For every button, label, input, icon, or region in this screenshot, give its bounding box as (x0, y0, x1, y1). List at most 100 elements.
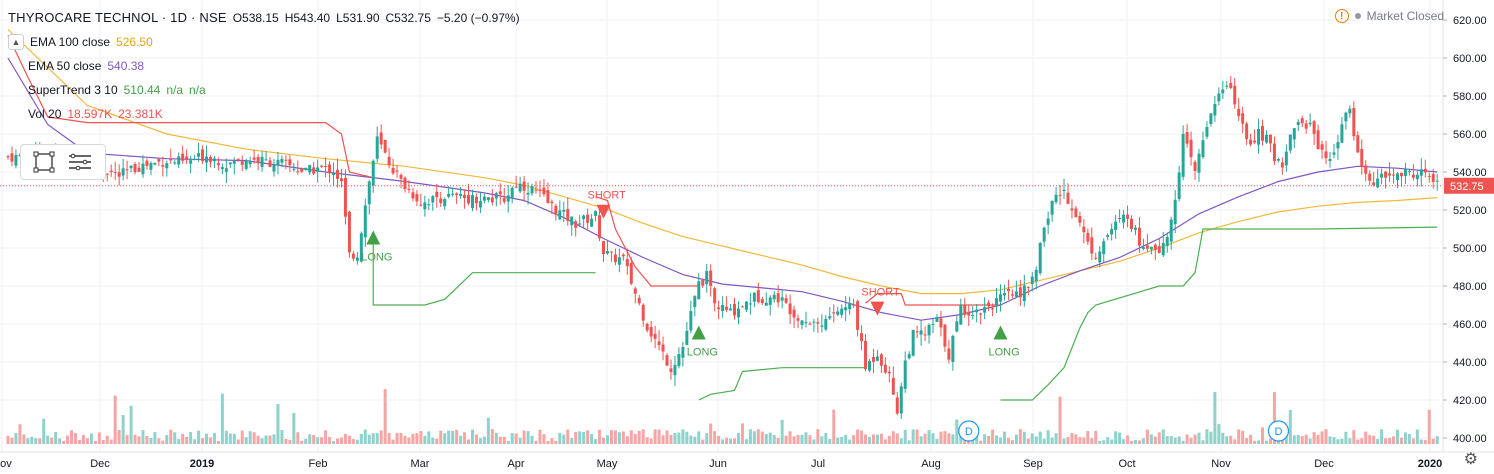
candle-body (1157, 246, 1161, 254)
volume-bar (1058, 396, 1062, 444)
volume-bar (26, 438, 30, 444)
candle-body (1392, 174, 1396, 176)
candle-body (852, 304, 856, 306)
volume-bar (411, 433, 415, 444)
dividend-marker-label: D (965, 426, 973, 438)
volume-bar (300, 440, 304, 444)
volume-bar (1249, 434, 1253, 444)
supertrend-lines (7, 34, 1438, 401)
volume-bar (1189, 437, 1193, 444)
candle-body (1213, 103, 1217, 116)
volume-bar (455, 429, 459, 444)
candle-body (197, 153, 201, 157)
candle-body (1368, 173, 1372, 181)
y-tick-label: 540.00 (1453, 167, 1487, 179)
candle-body (832, 312, 836, 314)
x-tick-label: Dec (1314, 458, 1334, 470)
volume-bar (1300, 436, 1304, 444)
candle-body (1149, 246, 1153, 250)
candle-body (1010, 294, 1014, 296)
candle-body (332, 172, 336, 176)
volume-bar (1185, 434, 1189, 444)
volume-bar (1360, 438, 1364, 444)
market-status-text: Market Closed (1366, 9, 1444, 23)
volume-bar (276, 404, 280, 444)
volume-bar (228, 433, 232, 444)
volume-bar (582, 432, 586, 444)
candle-body (133, 164, 137, 173)
ema50-label[interactable]: EMA 50 close (28, 59, 102, 73)
candle-body (189, 160, 193, 164)
candle-body (836, 311, 840, 315)
ema100-label[interactable]: EMA 100 close (30, 35, 111, 49)
candle-body (1388, 173, 1392, 176)
candle-body (1245, 123, 1249, 140)
volume-bar (1427, 409, 1431, 444)
candle-body (1308, 122, 1312, 125)
warning-icon[interactable]: ! (1334, 9, 1349, 23)
volume-bar (1356, 439, 1360, 444)
symbol-title[interactable]: THYROCARE TECHNOL · 1D · NSE (8, 10, 227, 25)
volume-bar (1209, 431, 1213, 444)
volume-bar (1042, 438, 1046, 444)
candle-body (840, 308, 844, 315)
candle-body (379, 132, 383, 145)
volume-bar (347, 435, 351, 444)
volume-bar (125, 434, 129, 444)
candle-body (780, 297, 784, 301)
supertrend-label[interactable]: SuperTrend 3 10 (28, 83, 118, 97)
volume-bar (1074, 434, 1078, 444)
volume-bar (272, 434, 276, 444)
candle-body (1153, 244, 1157, 250)
list-menu-icon[interactable] (67, 149, 93, 175)
volume-bar (1006, 437, 1010, 444)
collapse-legend-icon[interactable]: ▲ (8, 34, 24, 50)
ohlc-open: O538.15 (232, 11, 279, 25)
candle-body (594, 211, 598, 216)
volume-bar (482, 436, 486, 444)
candle-body (717, 307, 721, 310)
vol-label[interactable]: Vol 20 (28, 107, 62, 121)
gear-icon[interactable]: ⚙ (1463, 451, 1478, 468)
candle-body (208, 156, 212, 162)
volume-bar (1205, 429, 1209, 444)
select-rectangle-icon[interactable] (31, 149, 57, 175)
candle-body (236, 158, 240, 160)
candle-body (740, 306, 744, 308)
candle-body (359, 233, 363, 262)
volume-bar (1102, 440, 1106, 444)
volume-bar (97, 432, 101, 444)
candle-body (693, 296, 697, 308)
volume-bar (979, 440, 983, 444)
candle-body (756, 290, 760, 303)
volume-bar (280, 430, 284, 444)
volume-bar (665, 430, 669, 444)
candle-body (1173, 199, 1177, 225)
candle-body (1137, 227, 1141, 246)
volume-bar (784, 435, 788, 444)
volume-bar (359, 433, 363, 444)
candle-body (165, 163, 169, 169)
volume-bar (435, 438, 439, 444)
candle-body (999, 294, 1002, 302)
volume-bar (1118, 432, 1122, 444)
volume-bar (852, 435, 856, 444)
long-arrow-icon (691, 325, 706, 340)
candle-body (903, 360, 907, 389)
volume-bar (1022, 431, 1026, 444)
volume-bar (1026, 438, 1030, 444)
candle-body (602, 241, 605, 255)
volume-bar (1225, 436, 1229, 444)
dividend-marker-icon (1267, 420, 1290, 442)
volume-bar (185, 436, 189, 444)
candle-body (574, 221, 578, 228)
volume-bar (161, 440, 165, 444)
volume-bar (1261, 427, 1265, 444)
candle-body (1372, 182, 1376, 185)
volume-bar (891, 431, 895, 444)
candle-body (665, 355, 669, 366)
volume-bar (804, 432, 808, 444)
volume-bar (502, 436, 506, 444)
volume-bar (1304, 434, 1308, 444)
